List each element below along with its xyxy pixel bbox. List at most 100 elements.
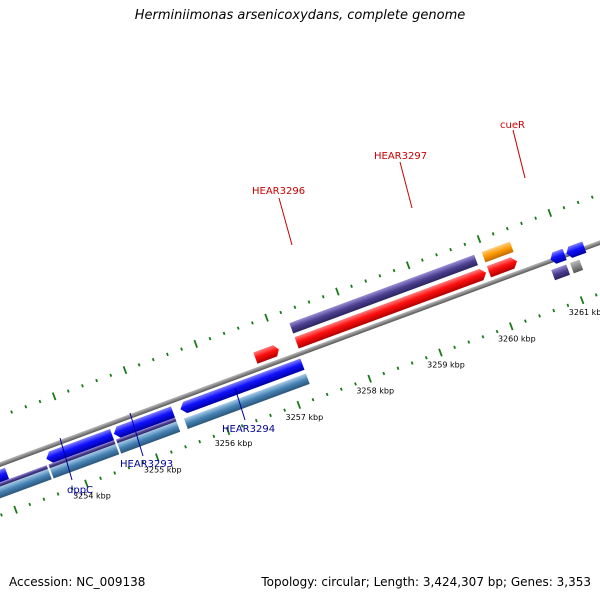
tick-mark xyxy=(335,287,340,296)
tick-mark xyxy=(524,319,527,323)
cds-bar-right-grey[interactable] xyxy=(569,259,584,274)
tick-mark xyxy=(367,374,372,383)
tick-mark xyxy=(463,242,467,247)
tick-mark xyxy=(225,427,231,436)
tick-mark xyxy=(279,310,283,315)
tick-mark xyxy=(424,356,428,360)
tick-label: 3260 kbp xyxy=(498,334,536,343)
tick-mark xyxy=(405,261,411,270)
tick-mark xyxy=(24,405,28,409)
gene-arrow-dppc[interactable] xyxy=(0,467,10,486)
tick-mark xyxy=(10,410,14,414)
cds-bar-mid-1-upper[interactable] xyxy=(115,417,177,444)
tick-mark xyxy=(137,363,141,367)
tick-mark xyxy=(410,361,414,365)
tick-mark xyxy=(208,336,212,341)
tick-mark xyxy=(170,450,173,454)
tick-mark xyxy=(70,487,74,491)
tick-mark xyxy=(269,413,272,418)
tick-label: 3254 kbp xyxy=(73,492,111,501)
tick-label: 3258 kbp xyxy=(356,387,394,396)
gene-arrow-hear3297[interactable] xyxy=(294,267,489,349)
gene-arrow-mid-1[interactable] xyxy=(112,406,176,439)
label-leaders xyxy=(59,129,526,481)
gene-arrow-right-edge-2[interactable] xyxy=(564,241,587,259)
tick-mark xyxy=(350,284,353,288)
tick-mark xyxy=(438,348,443,357)
tick-mark xyxy=(222,331,226,336)
gene-label-dppc: dppC xyxy=(67,485,93,496)
gene-arrow-right-edge-1[interactable] xyxy=(548,248,567,265)
tick-mark xyxy=(236,326,240,330)
cds-bar-mid-1[interactable] xyxy=(117,421,181,454)
cds-bar-hear3294[interactable] xyxy=(183,373,310,429)
tick-mark xyxy=(0,513,3,517)
tick-mark xyxy=(51,392,57,401)
cds-bar-dppc-upper[interactable] xyxy=(0,465,48,492)
tick-mark xyxy=(180,347,183,351)
tick-mark xyxy=(449,247,453,252)
accession-label: Accession: NC_009138 xyxy=(9,575,146,589)
tick-mark xyxy=(594,293,598,297)
tick-mark xyxy=(193,339,198,348)
lower-tick-track xyxy=(0,293,598,517)
cds-bar-right-purple[interactable] xyxy=(551,264,571,281)
tick-mark xyxy=(547,208,553,217)
tick-mark xyxy=(109,373,113,378)
tick-mark xyxy=(509,322,514,331)
tick-mark xyxy=(184,445,187,449)
cds-bar-hear3293-upper[interactable] xyxy=(48,440,116,469)
tick-mark xyxy=(240,424,244,428)
tick-mark xyxy=(495,329,499,334)
tick-mark xyxy=(296,400,302,409)
gene-label-hear3296: HEAR3296 xyxy=(252,186,305,197)
tick-mark xyxy=(141,460,145,465)
tick-label: 3256 kbp xyxy=(215,439,253,448)
tick-mark xyxy=(420,258,424,262)
tick-mark xyxy=(264,313,269,322)
cds-bar-hear3297[interactable] xyxy=(289,254,478,334)
tick-mark xyxy=(339,387,343,391)
gene-arrow-hear3294[interactable] xyxy=(178,358,305,415)
gene-arrow-cuer[interactable] xyxy=(486,256,519,278)
tick-mark xyxy=(154,453,160,462)
tick-mark xyxy=(382,371,386,376)
tick-mark xyxy=(520,221,523,226)
tick-mark xyxy=(467,340,471,344)
tick-mark xyxy=(151,357,155,362)
tick-mark xyxy=(534,216,538,220)
cds-bar-hear3293[interactable] xyxy=(49,443,120,479)
tick-mark xyxy=(28,502,32,507)
tick-mark xyxy=(590,195,594,199)
gene-arrow-hear3293[interactable] xyxy=(44,428,115,465)
tick-mark xyxy=(293,305,297,309)
tick-mark xyxy=(99,476,102,480)
tick-mark xyxy=(552,308,556,313)
map-title: Herminiimonas arsenicoxydans, complete g… xyxy=(134,8,466,23)
cds-bar-cuer[interactable] xyxy=(481,241,514,263)
tick-mark xyxy=(254,418,258,423)
tick-mark xyxy=(198,439,202,444)
tick-mark xyxy=(122,366,128,375)
cds-bar-dppc[interactable] xyxy=(0,468,52,502)
tick-mark xyxy=(307,300,311,304)
tick-mark xyxy=(84,479,89,488)
tick-mark xyxy=(56,492,60,496)
tick-mark xyxy=(127,466,131,470)
tick-mark xyxy=(354,382,357,386)
tick-mark xyxy=(579,296,585,305)
tick-mark xyxy=(13,505,18,514)
tick-mark xyxy=(453,345,456,350)
tick-label: 3259 kbp xyxy=(427,361,465,370)
tick-mark xyxy=(251,321,254,325)
gene-arrow-hear3296[interactable] xyxy=(253,344,281,364)
tick-mark xyxy=(566,303,570,308)
tick-mark xyxy=(476,235,482,244)
tick-mark xyxy=(325,392,329,397)
tick-mark xyxy=(95,378,98,383)
gene-label-hear3294: HEAR3294 xyxy=(222,424,275,435)
tick-mark xyxy=(562,205,566,210)
tick-mark xyxy=(378,274,382,278)
tick-mark xyxy=(311,397,315,402)
tick-mark xyxy=(505,226,509,231)
